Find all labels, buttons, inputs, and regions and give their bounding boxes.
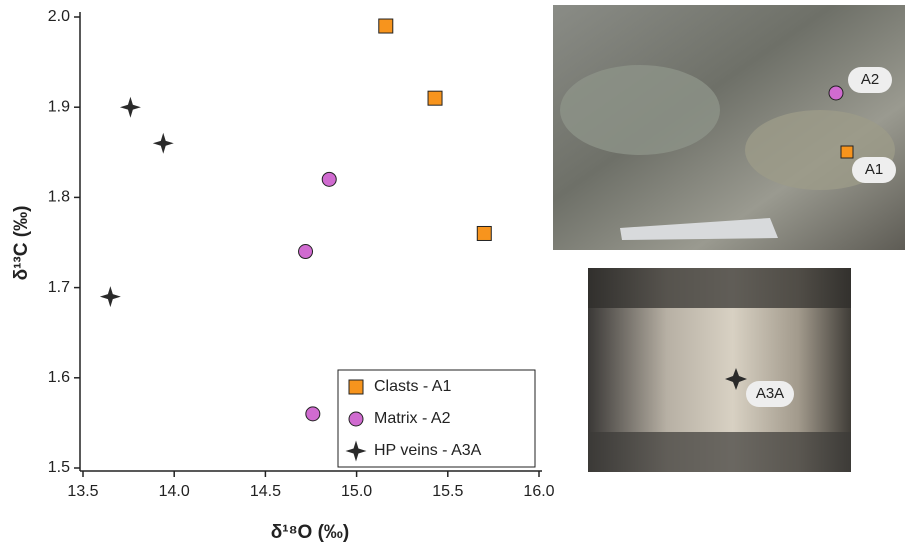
point xyxy=(100,286,121,307)
y-tick-label: 2.0 xyxy=(48,8,70,25)
x-tick-label: 13.5 xyxy=(67,483,98,500)
rock xyxy=(588,432,851,472)
legend-label: HP veins - A3A xyxy=(374,442,482,459)
point xyxy=(379,19,393,33)
photo-label: A3A xyxy=(756,385,784,402)
legend-label: Clasts - A1 xyxy=(374,378,451,395)
x-tick-label: 14.5 xyxy=(250,483,281,500)
x-tick-label: 16.0 xyxy=(523,483,554,500)
point xyxy=(477,226,491,240)
legend-marker xyxy=(349,380,363,394)
point xyxy=(306,407,320,421)
point xyxy=(153,133,174,154)
photo-label: A1 xyxy=(865,161,883,178)
photo-marker xyxy=(829,86,843,100)
point xyxy=(120,97,141,118)
y-tick-label: 1.7 xyxy=(48,279,70,296)
point xyxy=(428,91,442,105)
rock xyxy=(588,268,851,308)
legend-marker xyxy=(349,412,363,426)
photo-marker xyxy=(841,146,853,158)
point xyxy=(322,172,336,186)
x-tick-label: 15.0 xyxy=(341,483,372,500)
y-tick-label: 1.8 xyxy=(48,189,70,206)
point xyxy=(299,245,313,259)
x-tick-label: 15.5 xyxy=(432,483,463,500)
y-axis-title: δ¹³C (‰) xyxy=(11,206,32,281)
legend-label: Matrix - A2 xyxy=(374,410,451,427)
y-tick-label: 1.9 xyxy=(48,98,70,115)
clast xyxy=(560,65,720,155)
y-tick-label: 1.6 xyxy=(48,369,70,386)
x-tick-label: 14.0 xyxy=(159,483,190,500)
y-tick-label: 1.5 xyxy=(48,459,70,476)
figure: A2 A1 A3A δ¹⁸O (‰) δ¹³C (‰) 1.5 1.6 1.7 1.8… xyxy=(0,0,909,547)
x-axis-title: δ¹⁸O (‰) xyxy=(271,522,350,543)
photo-top xyxy=(553,5,905,250)
photo-label: A2 xyxy=(861,71,879,88)
photo-bottom xyxy=(588,268,851,472)
